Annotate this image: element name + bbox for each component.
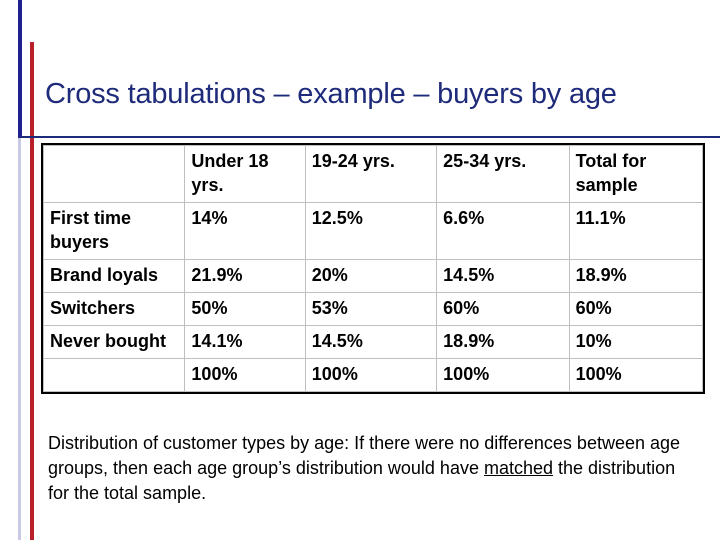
row-label: Switchers [42, 292, 186, 326]
cross-tab-table: Under 18 yrs. 19-24 yrs. 25-34 yrs. Tota… [41, 143, 705, 394]
note-text: Distribution of customer types by age: I… [48, 433, 681, 478]
table-header-cell: Under 18 yrs. [184, 145, 306, 203]
table-cell: 11.1% [568, 202, 704, 260]
table-cell: 100% [568, 358, 704, 392]
table-header-cell [42, 145, 186, 203]
table-cell: 18.9% [436, 325, 570, 359]
left-accent-bar-blue [18, 0, 22, 138]
table-header-cell: 25-34 yrs. [436, 145, 570, 203]
table-cell: 100% [184, 358, 306, 392]
table-total-row: 100% 100% 100% 100% [42, 358, 704, 392]
row-label [42, 358, 186, 392]
table-cell: 53% [304, 292, 438, 326]
table-cell: 14.5% [304, 325, 438, 359]
left-accent-bar-red [30, 42, 34, 540]
note-emphasis: matched [483, 458, 554, 478]
table-row: Brand loyals 21.9% 20% 14.5% 18.9% [42, 259, 704, 293]
title-divider [20, 136, 720, 138]
table-cell: 100% [304, 358, 438, 392]
table-row: Never bought 14.1% 14.5% 18.9% 10% [42, 325, 704, 359]
table-cell: 21.9% [184, 259, 306, 293]
table-cell: 18.9% [568, 259, 704, 293]
slide-title: Cross tabulations – example – buyers by … [45, 78, 617, 110]
table-header-cell: Total for sample [568, 145, 704, 203]
left-accent-bar-blue-faded [18, 138, 21, 540]
table-cell: 10% [568, 325, 704, 359]
table-cell: 12.5% [304, 202, 438, 260]
table-cell: 20% [304, 259, 438, 293]
explanation-note: Distribution of customer types by age: I… [48, 431, 688, 506]
row-label: First time buyers [42, 202, 186, 260]
table-cell: 14.5% [436, 259, 570, 293]
table-cell: 14% [184, 202, 306, 260]
table-cell: 14.1% [184, 325, 306, 359]
table-row: First time buyers 14% 12.5% 6.6% 11.1% [42, 202, 704, 260]
table-cell: 60% [568, 292, 704, 326]
row-label: Brand loyals [42, 259, 186, 293]
table-row: Switchers 50% 53% 60% 60% [42, 292, 704, 326]
note-text-end: the distribution for the total sample. [48, 458, 676, 503]
row-label: Never bought [42, 325, 186, 359]
table-cell: 50% [184, 292, 306, 326]
table-cell: 6.6% [436, 202, 570, 260]
table-cell: 100% [436, 358, 570, 392]
table-header-row: Under 18 yrs. 19-24 yrs. 25-34 yrs. Tota… [42, 145, 704, 203]
table-cell: 60% [436, 292, 570, 326]
table-header-cell: 19-24 yrs. [304, 145, 438, 203]
